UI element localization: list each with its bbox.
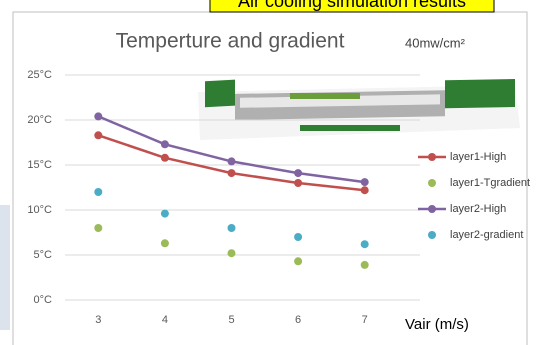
x-tick-label: 6 [295,314,301,326]
point [94,131,102,139]
legend-label: layer2-gradient [450,229,523,241]
point [94,188,102,196]
x-tick-label: 3 [95,314,101,326]
point [361,240,369,248]
side-strip [0,205,10,330]
legend-marker [428,205,436,213]
point [228,169,236,177]
chart-title: Temperture and gradient [116,30,345,53]
point [161,140,169,148]
legend-marker [428,179,436,187]
x-tick-label: 4 [162,314,168,326]
y-tick-label: 0°C [34,294,53,306]
point [161,154,169,162]
banner: Air cooling simulation results [238,0,466,11]
y-tick-label: 10°C [27,204,52,216]
x-axis-label: Vair (m/s) [405,316,469,333]
point [294,179,302,187]
x-tick-label: 5 [228,314,234,326]
point [94,224,102,232]
legend-label: layer1-High [450,151,506,163]
point [94,112,102,120]
legend-label: layer1-Tgradient [450,177,530,189]
point [361,186,369,194]
point [228,157,236,165]
y-tick-label: 20°C [27,114,52,126]
point [294,169,302,177]
point [361,261,369,269]
y-tick-label: 25°C [27,69,52,81]
point [161,239,169,247]
point [294,233,302,241]
y-tick-label: 5°C [34,249,53,261]
point [161,210,169,218]
x-tick-label: 7 [362,314,368,326]
point [228,224,236,232]
y-tick-label: 15°C [27,159,52,171]
chart: Air cooling simulation results Tempertur… [0,0,546,345]
point [228,249,236,257]
point [361,178,369,186]
legend-label: layer2-High [450,203,506,215]
legend-marker [428,231,436,239]
annotation: 40mw/cm² [405,35,466,50]
legend-marker [428,153,436,161]
point [294,257,302,265]
